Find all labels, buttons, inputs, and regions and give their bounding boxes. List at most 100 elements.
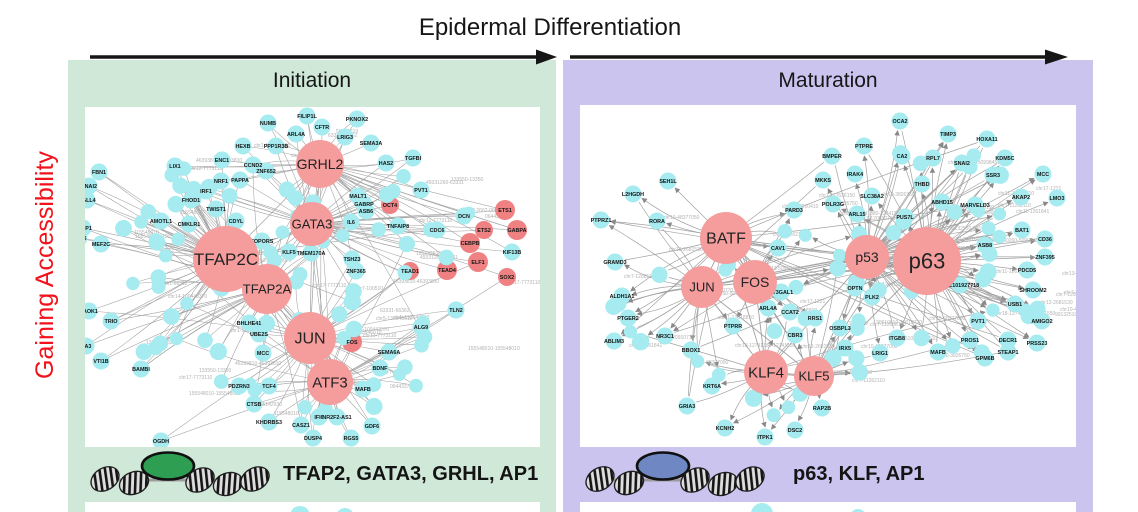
- gene-label: PTPRZ1: [591, 218, 612, 224]
- tf-hub-label: KLF5: [798, 369, 829, 384]
- gene-node: [1013, 221, 1031, 239]
- gene-node: [888, 329, 906, 347]
- tf-hub-node: [242, 264, 292, 314]
- gene-node: [396, 169, 411, 184]
- gene-node: [213, 374, 229, 389]
- gene-node: [503, 243, 521, 261]
- gene-node: [140, 204, 156, 220]
- nucleosome-icon: [613, 470, 645, 496]
- gene-label: PTGER2: [617, 316, 639, 322]
- coordinate-label: 155548010-155548010: [189, 391, 241, 397]
- gene-node: [260, 413, 278, 431]
- gene-node: [278, 181, 296, 198]
- gene-label: LRIG1: [872, 351, 888, 357]
- gene-node: [342, 429, 360, 447]
- nucleosome-icon: [680, 467, 710, 493]
- gene-label: RPL7: [926, 156, 940, 162]
- gene-node: [231, 171, 249, 189]
- gene-label: ZNF652: [256, 169, 275, 175]
- gene-node: [362, 134, 380, 152]
- gene-label: ST3GAL1: [769, 290, 793, 296]
- nucleosome-motif-icon: [90, 451, 270, 497]
- gene-node: [167, 195, 185, 213]
- tf-hub-label: TFAP2C: [194, 250, 258, 269]
- gene-label: FILIP1L: [297, 114, 317, 120]
- gene-node: [813, 399, 831, 417]
- coordinate-label: 115548010: [134, 230, 159, 236]
- gene-node: [991, 166, 1009, 184]
- next-row-network-sliver: [580, 502, 1076, 512]
- gene-node: [221, 188, 238, 204]
- gene-node: [855, 137, 873, 155]
- gene-node: [651, 266, 668, 283]
- gene-label: PROS1: [961, 338, 979, 344]
- coordinate-label: chr7-112636150: [819, 193, 855, 199]
- coordinate-label: chr10-48377050: [663, 215, 700, 221]
- gene-node: [257, 162, 275, 180]
- tf-hub-label: BATF: [706, 231, 746, 248]
- gene-node: [343, 293, 361, 311]
- gene-label: PRSS23: [1027, 341, 1048, 347]
- coordinate-label: chr18-12741380-12741550: [868, 282, 929, 288]
- gene-node: [263, 245, 278, 260]
- gene-node: [148, 233, 163, 247]
- gene-node: [981, 221, 996, 236]
- tf-hub-label: KLF4: [748, 364, 784, 381]
- gene-node: [318, 401, 333, 417]
- tf-hubs-layer: GRHL2 GATA3 TFAP2C TFAP2A JUN ATF3: [193, 140, 353, 405]
- gene-node: [631, 333, 650, 351]
- coordinate-label: chr5-133546010: [376, 316, 413, 322]
- initiation-motif-row: TFAP2, GATA3, GRHL, AP1: [88, 448, 538, 500]
- gene-label: SLC38A2: [860, 194, 884, 200]
- gene-label: NR2F2-AS1: [322, 415, 351, 421]
- nucleosome-motif-icon: [585, 451, 765, 497]
- gene-label: PARD3: [785, 208, 803, 214]
- gene-node: [258, 315, 276, 332]
- nucleosome-icon: [185, 467, 215, 493]
- coordinate-label: chr17-1221: [1036, 186, 1062, 192]
- coordinate-label: 115548010: [180, 210, 205, 216]
- tf-minor-node: [460, 233, 480, 253]
- gene-node: [253, 232, 271, 250]
- coordinate-label: chr5-133546010: [345, 330, 382, 336]
- gene-node: [756, 428, 774, 446]
- coordinate-label: 63331-66362: [380, 308, 410, 314]
- gene-node: [438, 249, 455, 266]
- gene-label: SHROOM2: [1019, 288, 1046, 294]
- gene-node: [336, 128, 354, 146]
- gene-label: KRT6A: [703, 384, 721, 390]
- gene-label: TMEM170A: [297, 251, 326, 257]
- gene-node: [724, 317, 742, 335]
- gene-node: [267, 137, 285, 155]
- gene-label: USB1: [1008, 302, 1022, 308]
- tf-hub-label: p53: [855, 249, 879, 265]
- gene-label: LIX1: [169, 164, 180, 170]
- nucleosome-icon: [585, 466, 615, 492]
- tf-minor-node: [437, 260, 457, 280]
- gene-node: [851, 363, 869, 381]
- gene-label: LOC101927718: [941, 283, 979, 289]
- maturation-network: chr18-12741380-12741550 chr14-50260-50998…: [591, 112, 1076, 446]
- gene-node: [992, 229, 1007, 244]
- gene-label: HAS2: [379, 161, 393, 167]
- gene-node: [986, 303, 1000, 317]
- gene-node: [240, 314, 258, 332]
- gene-label: MKKS: [815, 178, 831, 184]
- edge: [311, 209, 506, 225]
- edge: [725, 205, 966, 239]
- gene-node: [824, 195, 842, 213]
- gene-label: BAT1: [1015, 228, 1029, 234]
- gene-node: [90, 163, 108, 181]
- gene-node: [85, 219, 92, 237]
- gene-node: [200, 178, 218, 197]
- gene-node: [461, 206, 476, 220]
- gene-node: [244, 156, 262, 174]
- coordinate-label: chr17-7773110: [313, 283, 346, 289]
- gene-node: [298, 107, 316, 125]
- gene-node: [656, 327, 674, 345]
- gene-node: [176, 161, 192, 176]
- gene-label: SOX2: [500, 275, 514, 281]
- gene-label: BBOX1: [682, 348, 701, 354]
- tf-hub-node: [290, 202, 334, 246]
